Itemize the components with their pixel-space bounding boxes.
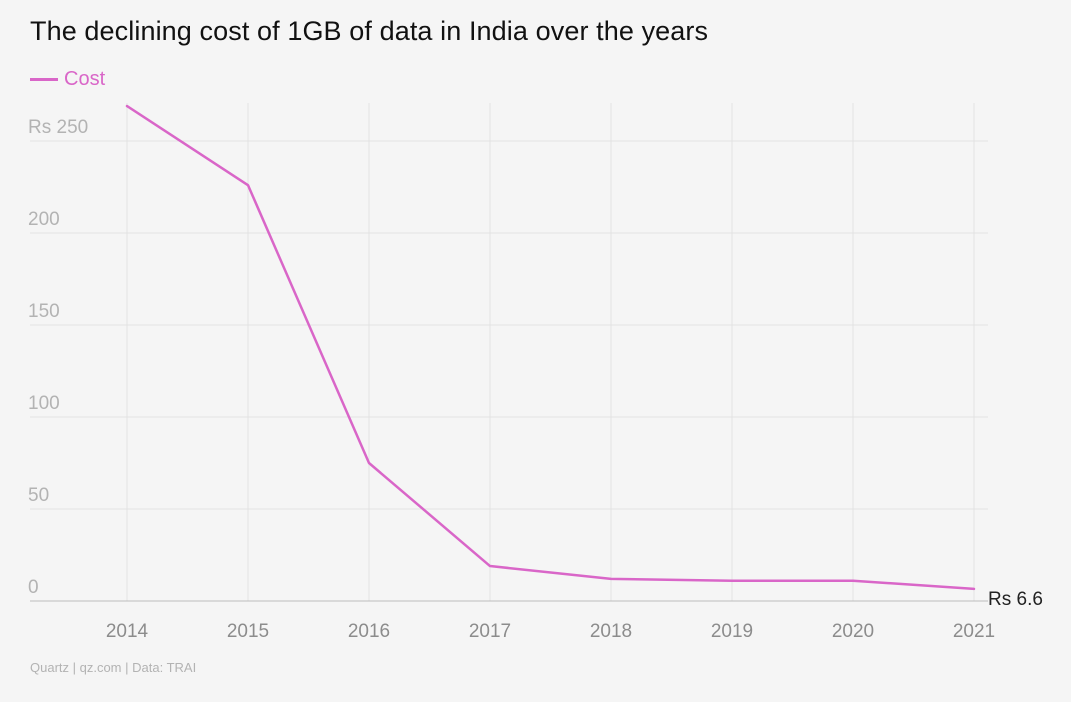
legend: Cost [30, 68, 105, 91]
end-value-label: Rs 6.6 [988, 589, 1043, 610]
x-tick-label-2017: 2017 [469, 621, 511, 642]
y-tick-label-0: 0 [28, 577, 39, 598]
y-tick-label-200: 200 [28, 209, 60, 230]
x-tick-label-2014: 2014 [106, 621, 149, 642]
x-axis: 2014 2015 2016 2017 2018 2019 2020 2021 [106, 621, 995, 642]
y-tick-label-250: Rs 250 [28, 117, 88, 138]
series-cost [125, 104, 976, 591]
y-axis: 0 50 100 150 200 Rs 250 [28, 117, 88, 598]
x-tick-label-2019: 2019 [711, 621, 753, 642]
x-tick-label-2021: 2021 [953, 621, 995, 642]
x-tick-label-2016: 2016 [348, 621, 390, 642]
y-tick-label-50: 50 [28, 485, 49, 506]
x-tick-label-2018: 2018 [590, 621, 632, 642]
source-note: Quartz | qz.com | Data: TRAI [30, 660, 197, 675]
legend-swatch [30, 78, 58, 81]
chart-title: The declining cost of 1GB of data in Ind… [30, 16, 709, 46]
x-tick-label-2015: 2015 [227, 621, 269, 642]
y-tick-label-150: 150 [28, 301, 60, 322]
grid [30, 103, 988, 602]
y-tick-label-100: 100 [28, 393, 60, 414]
legend-label-cost: Cost [64, 68, 106, 90]
series-line-cost [125, 104, 976, 591]
data-labels: Rs 6.6 [988, 589, 1043, 610]
x-tick-label-2020: 2020 [832, 621, 874, 642]
